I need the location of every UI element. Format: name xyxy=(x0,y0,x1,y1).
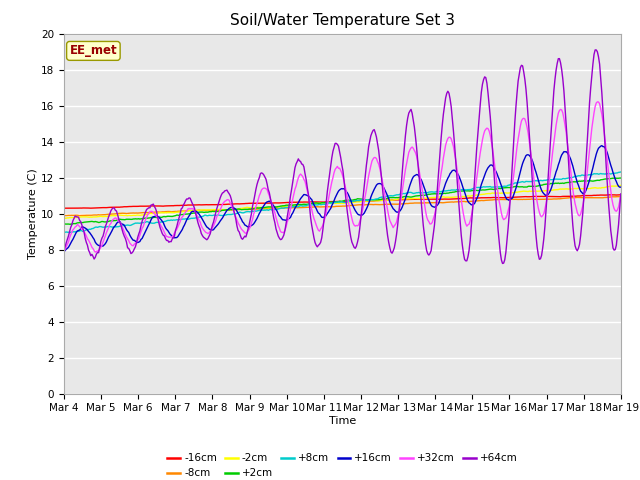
+2cm xyxy=(328,199,335,205)
-8cm xyxy=(605,194,612,200)
+16cm xyxy=(60,249,68,255)
+8cm xyxy=(392,192,399,198)
-8cm xyxy=(393,201,401,207)
+8cm xyxy=(617,169,625,175)
+32cm xyxy=(617,192,625,197)
Line: -8cm: -8cm xyxy=(64,196,621,216)
-16cm xyxy=(60,205,68,211)
+32cm xyxy=(593,99,601,105)
Line: +16cm: +16cm xyxy=(64,145,621,252)
+32cm xyxy=(326,190,333,196)
+32cm xyxy=(518,118,525,124)
-2cm xyxy=(362,198,369,204)
+16cm xyxy=(617,184,625,190)
Text: EE_met: EE_met xyxy=(70,44,117,58)
+2cm xyxy=(604,176,611,182)
+64cm xyxy=(617,191,625,197)
+8cm xyxy=(362,198,369,204)
-8cm xyxy=(518,196,525,202)
Line: +32cm: +32cm xyxy=(64,102,621,252)
-2cm xyxy=(604,184,611,190)
Line: -2cm: -2cm xyxy=(64,185,621,218)
-8cm xyxy=(362,202,370,207)
-2cm xyxy=(516,189,524,194)
-16cm xyxy=(605,192,612,198)
-2cm xyxy=(392,197,399,203)
+64cm xyxy=(60,248,68,253)
+32cm xyxy=(60,249,68,254)
+64cm xyxy=(392,239,399,245)
-16cm xyxy=(393,197,401,203)
Line: +8cm: +8cm xyxy=(64,172,621,232)
-16cm xyxy=(617,192,625,198)
Line: -16cm: -16cm xyxy=(64,195,621,208)
-8cm xyxy=(329,204,337,210)
+2cm xyxy=(362,197,369,203)
+64cm xyxy=(324,180,332,186)
+32cm xyxy=(329,175,337,180)
+64cm xyxy=(362,172,369,178)
+8cm xyxy=(604,171,611,177)
+16cm xyxy=(392,208,399,214)
+2cm xyxy=(60,221,68,227)
+8cm xyxy=(60,229,68,235)
+64cm xyxy=(518,62,525,68)
+2cm xyxy=(324,200,332,205)
+32cm xyxy=(393,219,401,225)
+16cm xyxy=(598,143,605,148)
-8cm xyxy=(60,213,68,218)
+32cm xyxy=(362,187,370,192)
+16cm xyxy=(328,203,335,208)
-2cm xyxy=(617,182,625,188)
-2cm xyxy=(60,216,68,221)
Line: +64cm: +64cm xyxy=(64,50,621,264)
-8cm xyxy=(326,204,333,210)
+8cm xyxy=(324,200,332,206)
-16cm xyxy=(362,198,370,204)
-8cm xyxy=(76,213,83,218)
+2cm xyxy=(617,175,625,181)
-16cm xyxy=(329,199,337,204)
Y-axis label: Temperature (C): Temperature (C) xyxy=(28,168,38,259)
+16cm xyxy=(362,208,369,214)
-8cm xyxy=(617,194,625,200)
+32cm xyxy=(92,249,99,255)
+64cm xyxy=(593,47,600,53)
+16cm xyxy=(605,154,612,160)
+32cm xyxy=(606,179,614,184)
-8cm xyxy=(616,193,623,199)
+2cm xyxy=(516,184,524,190)
+64cm xyxy=(328,155,335,161)
+64cm xyxy=(499,261,506,266)
+8cm xyxy=(516,179,524,185)
Line: +2cm: +2cm xyxy=(64,178,621,224)
+16cm xyxy=(516,168,524,174)
-16cm xyxy=(66,205,74,211)
-16cm xyxy=(326,199,333,204)
+16cm xyxy=(324,209,332,215)
Title: Soil/Water Temperature Set 3: Soil/Water Temperature Set 3 xyxy=(230,13,455,28)
+8cm xyxy=(328,200,335,206)
+64cm xyxy=(606,214,614,219)
Legend: -16cm, -8cm, -2cm, +2cm, +8cm, +16cm, +32cm, +64cm: -16cm, -8cm, -2cm, +2cm, +8cm, +16cm, +3… xyxy=(168,453,517,479)
-2cm xyxy=(328,201,335,206)
-2cm xyxy=(324,200,332,206)
+2cm xyxy=(392,195,399,201)
-16cm xyxy=(518,194,525,200)
X-axis label: Time: Time xyxy=(329,416,356,426)
